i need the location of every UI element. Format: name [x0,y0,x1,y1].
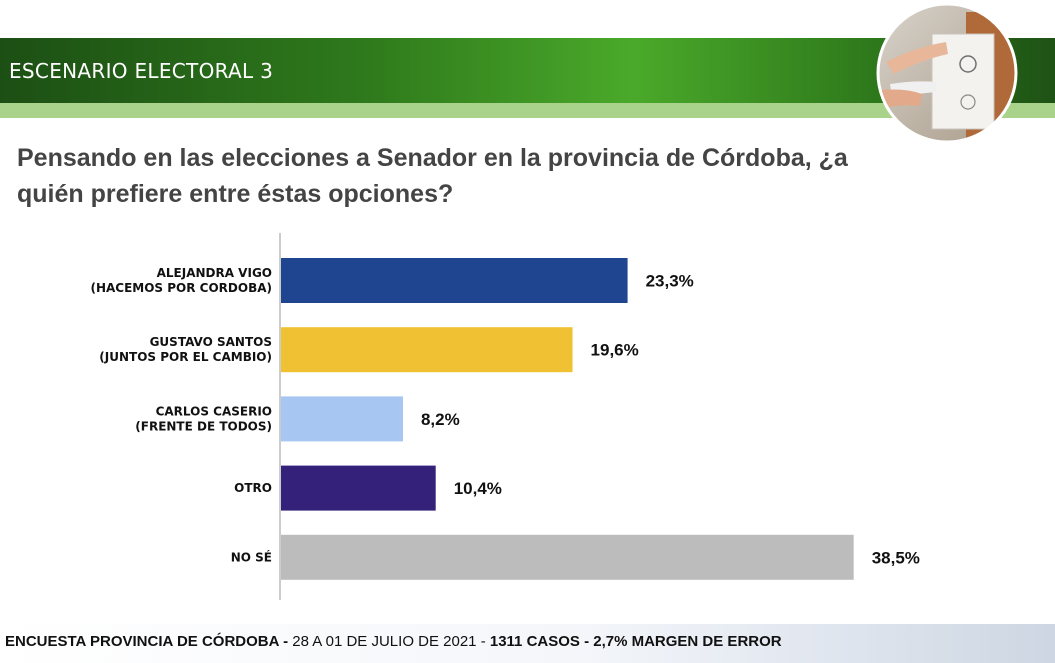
category-label-1-line-2: (HACEMOS POR CORDOBA) [90,281,272,295]
category-label-3-line-2: (FRENTE DE TODOS) [135,419,272,433]
banner-stripe [0,103,1055,118]
survey-name: ENCUESTA PROVINCIA DE CÓRDOBA - [5,633,289,650]
bar-5 [281,534,854,580]
bar-4 [281,465,436,511]
survey-sample: 1311 CASOS - 2,7% MARGEN DE ERROR [489,633,782,650]
category-label-2-line-1: GUSTAVO SANTOS [150,335,272,349]
survey-question: Pensando en las elecciones a Senador en … [17,144,848,208]
category-label-2-line-2: (JUNTOS POR EL CAMBIO) [99,350,272,364]
value-label-3: 8,2% [421,410,460,429]
category-label-5: NO SÉ [231,549,272,564]
category-label-3-line-1: CARLOS CASERIO [156,404,272,418]
value-label-4: 10,4% [454,479,502,498]
category-label-4: OTRO [234,481,272,495]
bar-3 [281,396,403,442]
value-label-2: 19,6% [591,341,639,360]
value-label-1: 23,3% [646,272,694,291]
page-title: ESCENARIO ELECTORAL 3 [9,59,274,83]
category-label-1-line-1: ALEJANDRA VIGO [157,266,272,280]
survey-details: ENCUESTA PROVINCIA DE CÓRDOBA - 28 A 01 … [5,633,782,650]
bar-1 [281,258,628,303]
bar-2 [281,327,573,373]
value-label-5: 38,5% [872,548,920,567]
ballot-box-photo [876,2,1018,144]
footer-bar: ENCUESTA PROVINCIA DE CÓRDOBA - 28 A 01 … [0,624,1055,663]
survey-dates: 28 A 01 DE JULIO DE 2021 - [288,633,490,650]
